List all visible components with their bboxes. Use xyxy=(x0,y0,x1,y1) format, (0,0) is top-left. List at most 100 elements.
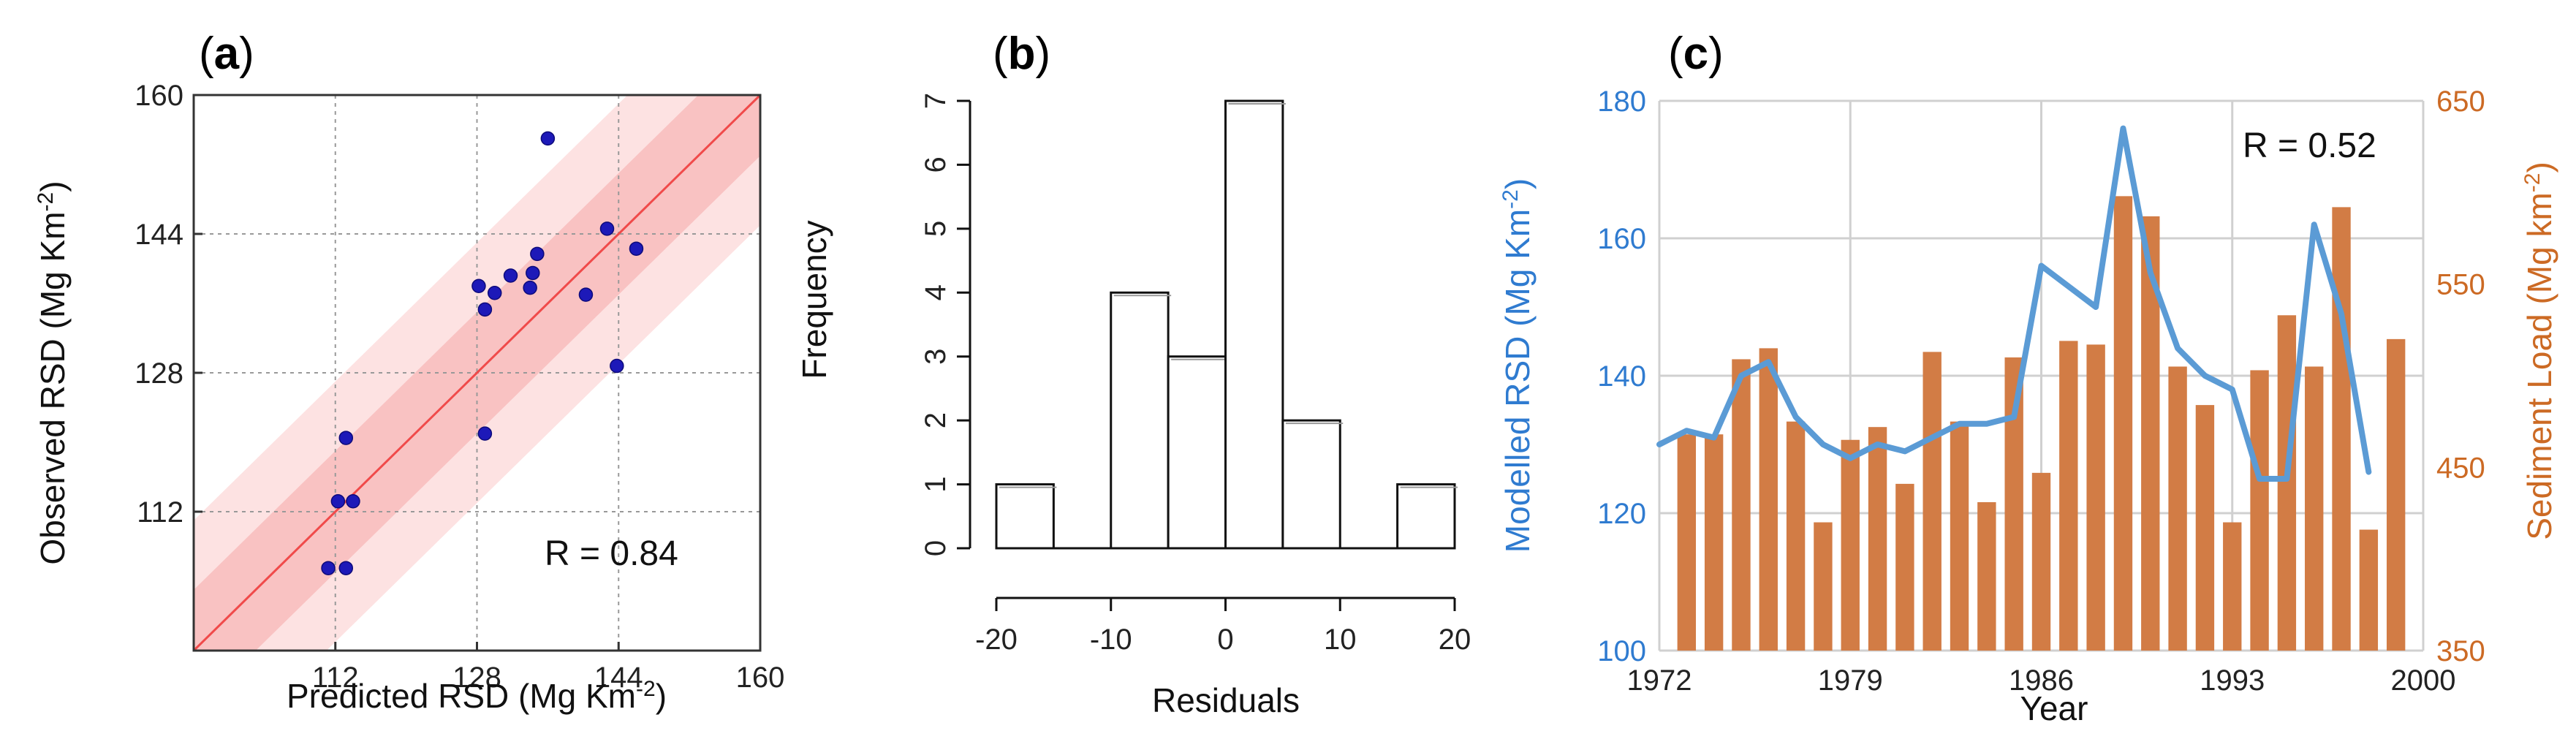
data-point xyxy=(526,265,540,281)
sediment-load-bar xyxy=(2113,196,2133,651)
histogram-bar xyxy=(1110,291,1170,550)
sediment-load-bar xyxy=(2141,216,2160,651)
data-point xyxy=(321,561,336,575)
sediment-load-bar xyxy=(2195,405,2215,651)
sediment-load-bar xyxy=(2359,529,2379,651)
histogram-bar xyxy=(1396,483,1456,550)
fit-line xyxy=(194,95,760,651)
y-tick-label: 1 xyxy=(920,476,952,492)
histogram-bar xyxy=(1167,355,1227,550)
data-point xyxy=(346,494,360,509)
histogram-bar xyxy=(1224,99,1284,550)
panel-c-right-ylabel: Sediment Load (Mg km-2) xyxy=(2520,162,2558,540)
sediment-load-bar xyxy=(1732,359,1751,651)
panel-b-ylabel: Frequency xyxy=(795,220,833,379)
data-point xyxy=(503,268,518,283)
x-tick-label: -10 xyxy=(1090,624,1132,656)
sediment-load-bar xyxy=(1950,421,1969,651)
y-tick-label: 144 xyxy=(135,219,183,251)
panel-b-histogram: (b) -20 -10 0 10 20 0 1 2 3 4 5 6 7 Residuals Freque… xyxy=(795,29,1471,719)
histogram-bars xyxy=(995,99,1458,550)
data-point xyxy=(629,241,644,256)
y-tick-label: 160 xyxy=(135,80,183,112)
left-y-tick-label: 180 xyxy=(1597,86,1646,118)
y-tick-label: 2 xyxy=(920,412,952,428)
right-y-tick-label: 650 xyxy=(2436,86,2485,118)
data-point xyxy=(477,426,493,441)
sediment-load-bar xyxy=(1868,427,1887,651)
modelled-rsd-line xyxy=(1656,125,2372,482)
panel-a-ylabel: Observed RSD (Mg Km-2) xyxy=(34,181,72,564)
data-point xyxy=(471,279,486,293)
histogram-bar xyxy=(1281,419,1341,550)
panel-a-points xyxy=(321,131,644,575)
sediment-load-bar xyxy=(1922,352,1942,651)
x-tick-label: 2000 xyxy=(2391,664,2456,697)
data-point xyxy=(338,561,354,575)
panel-a-label: (a) xyxy=(199,29,254,79)
panel-c-label: (c) xyxy=(1668,29,1724,79)
y-tick-label: 0 xyxy=(920,540,952,556)
data-point xyxy=(530,246,545,262)
y-tick-label: 7 xyxy=(920,93,952,109)
sediment-load-bar xyxy=(2031,472,2051,651)
x-tick-label: 0 xyxy=(1217,624,1233,656)
x-tick-label: 128 xyxy=(452,662,501,694)
sediment-load-bar xyxy=(1759,348,1778,651)
panel-c-xlabel: Year xyxy=(2020,689,2088,727)
x-tick-label: 1993 xyxy=(2200,664,2265,697)
data-point xyxy=(523,280,537,295)
sediment-load-bar xyxy=(2086,344,2105,651)
x-tick-label: 160 xyxy=(736,662,785,694)
sediment-load-bars xyxy=(1677,196,2406,651)
sediment-load-bar xyxy=(2305,366,2324,651)
panel-b-xlabel: Residuals xyxy=(1152,681,1300,719)
data-point xyxy=(540,131,556,146)
x-tick-label: 20 xyxy=(1439,624,1471,656)
x-tick-label: 10 xyxy=(1324,624,1357,656)
y-tick-label: 3 xyxy=(920,349,952,365)
panel-b-label: (b) xyxy=(993,29,1050,79)
data-point xyxy=(610,358,624,374)
panel-a-xlabel: Predicted RSD (Mg Km-2) xyxy=(287,677,667,715)
x-tick-label: 144 xyxy=(594,662,643,694)
sediment-load-bar xyxy=(2250,370,2269,651)
sediment-load-bar xyxy=(1677,434,1697,651)
x-tick-label: 1979 xyxy=(1818,664,1883,697)
data-point xyxy=(338,431,354,445)
left-y-tick-label: 140 xyxy=(1597,360,1646,393)
sediment-load-bar xyxy=(2168,366,2187,651)
x-tick-label: 112 xyxy=(312,662,359,694)
sediment-load-bar xyxy=(2386,338,2406,651)
panel-c-left-ylabel: Modelled RSD (Mg Km-2) xyxy=(1499,178,1537,553)
panel-a-ticks: 112 128 144 160 112 128 144 160 xyxy=(135,80,784,694)
sediment-load-bar xyxy=(1786,421,1806,651)
right-y-tick-label: 450 xyxy=(2436,452,2485,484)
data-point xyxy=(578,287,594,302)
sediment-load-bar xyxy=(1977,501,1996,651)
panel-a-scatter: (a) 112 128 144 160 112 128 144 160 Predicted R… xyxy=(34,29,784,715)
sediment-load-bar xyxy=(2223,522,2242,651)
sediment-load-bar xyxy=(1704,434,1724,651)
data-point xyxy=(599,221,615,236)
left-y-tick-label: 160 xyxy=(1597,223,1646,255)
data-point xyxy=(487,286,502,300)
data-point xyxy=(477,302,493,317)
sediment-load-bar xyxy=(2277,315,2297,651)
sediment-load-bar xyxy=(1841,439,1860,651)
right-y-tick-label: 550 xyxy=(2436,269,2485,301)
histogram-bar xyxy=(995,483,1055,550)
x-tick-label: -20 xyxy=(975,624,1018,656)
y-tick-label: 128 xyxy=(135,357,183,390)
sediment-load-bar xyxy=(2059,341,2078,651)
y-tick-label: 5 xyxy=(920,221,952,237)
y-tick-label: 4 xyxy=(920,284,952,300)
y-tick-label: 6 xyxy=(920,156,952,173)
x-tick-label: 1972 xyxy=(1627,664,1692,697)
panel-c-r-annotation: R = 0.52 xyxy=(2243,126,2376,165)
right-y-tick-label: 350 xyxy=(2436,635,2485,667)
sediment-load-bar xyxy=(1814,522,1833,651)
panel-b-axes: -20 -10 0 10 20 0 1 2 3 4 5 6 7 xyxy=(920,93,1471,656)
